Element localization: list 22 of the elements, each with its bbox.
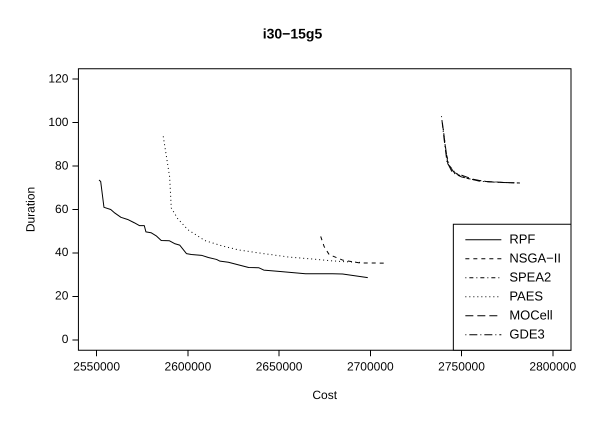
legend-label: SPEA2: [509, 269, 552, 284]
x-tick-label: 2700000: [346, 360, 394, 374]
legend-label: MOCell: [509, 307, 553, 322]
y-tick-label: 100: [48, 114, 69, 129]
y-tick-label: 20: [55, 288, 69, 303]
x-tick-label: 2600000: [164, 360, 212, 374]
chart-title: i30−15g5: [262, 25, 322, 42]
x-tick-label: 2650000: [256, 360, 303, 374]
x-tick-label: 2800000: [529, 360, 576, 374]
legend-label: RPF: [509, 231, 536, 246]
x-axis-title: Cost: [312, 388, 338, 402]
x-tick-label: 2750000: [438, 360, 486, 374]
legend-label: PAES: [509, 288, 544, 304]
legend-label: GDE3: [509, 326, 545, 342]
y-tick-label: 40: [55, 245, 69, 260]
y-tick-label: 120: [48, 72, 69, 86]
x-tick-label: 2550000: [73, 360, 120, 374]
y-axis-title: Duration: [24, 186, 38, 232]
y-tick-label: 80: [55, 158, 69, 172]
y-tick-label: 60: [55, 202, 69, 216]
legend-label: NSGA−II: [509, 250, 562, 266]
y-tick-label: 0: [62, 332, 69, 346]
